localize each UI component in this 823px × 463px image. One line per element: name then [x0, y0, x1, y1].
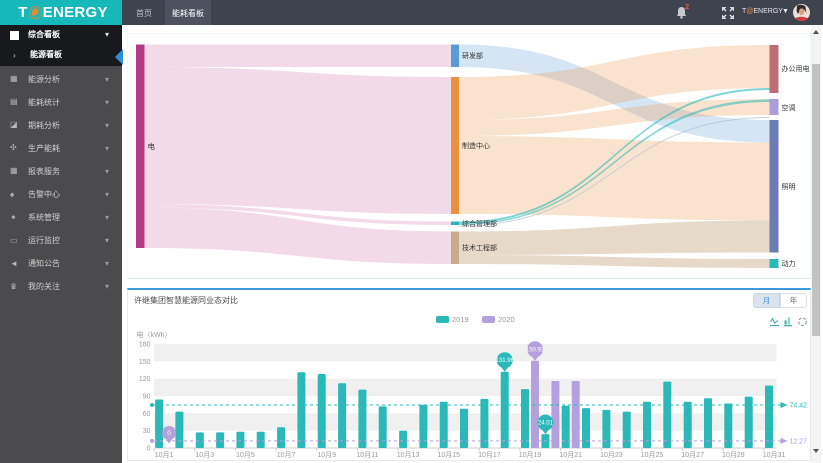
svg-text:10月7: 10月7	[276, 451, 295, 459]
svg-text:10月19: 10月19	[518, 451, 541, 459]
svg-text:24.01: 24.01	[537, 421, 553, 427]
svg-text:120: 120	[138, 376, 150, 383]
svg-text:动力: 动力	[781, 259, 795, 268]
svg-text:制造中心: 制造中心	[462, 141, 490, 150]
svg-text:0: 0	[146, 446, 150, 453]
svg-text:30: 30	[142, 428, 150, 435]
svg-text:10月17: 10月17	[478, 451, 501, 459]
svg-text:电（kWh）: 电（kWh）	[136, 330, 171, 339]
svg-text:10月9: 10月9	[317, 451, 336, 459]
svg-text:10月13: 10月13	[396, 451, 419, 459]
svg-text:10月21: 10月21	[559, 451, 582, 459]
svg-text:电: 电	[147, 141, 155, 151]
svg-text:150: 150	[138, 359, 150, 366]
svg-text:74.42: 74.42	[789, 403, 807, 410]
svg-text:空调: 空调	[781, 103, 795, 112]
svg-text:10月15: 10月15	[437, 451, 460, 459]
svg-text:0: 0	[167, 430, 171, 437]
svg-text:150.93: 150.93	[525, 347, 544, 353]
svg-text:180: 180	[138, 342, 150, 349]
svg-text:10月11: 10月11	[356, 451, 378, 459]
svg-text:10月23: 10月23	[600, 451, 623, 459]
svg-text:技术工程部: 技术工程部	[462, 243, 497, 252]
svg-text:10月27: 10月27	[681, 451, 704, 459]
svg-text:照明: 照明	[781, 183, 795, 191]
svg-text:10月29: 10月29	[722, 451, 745, 459]
svg-text:研发部: 研发部	[462, 51, 483, 60]
svg-text:办公用电: 办公用电	[781, 64, 809, 73]
svg-text:10月3: 10月3	[195, 451, 214, 459]
svg-text:10月5: 10月5	[236, 451, 255, 459]
svg-text:综合管理部: 综合管理部	[462, 219, 497, 228]
svg-text:10月1: 10月1	[154, 451, 173, 459]
svg-text:60: 60	[142, 411, 150, 418]
svg-text:12.27: 12.27	[789, 438, 807, 445]
svg-text:131.96: 131.96	[495, 358, 514, 364]
svg-text:90: 90	[142, 394, 150, 401]
svg-text:10月25: 10月25	[640, 451, 663, 459]
svg-text:10月31: 10月31	[762, 451, 785, 459]
